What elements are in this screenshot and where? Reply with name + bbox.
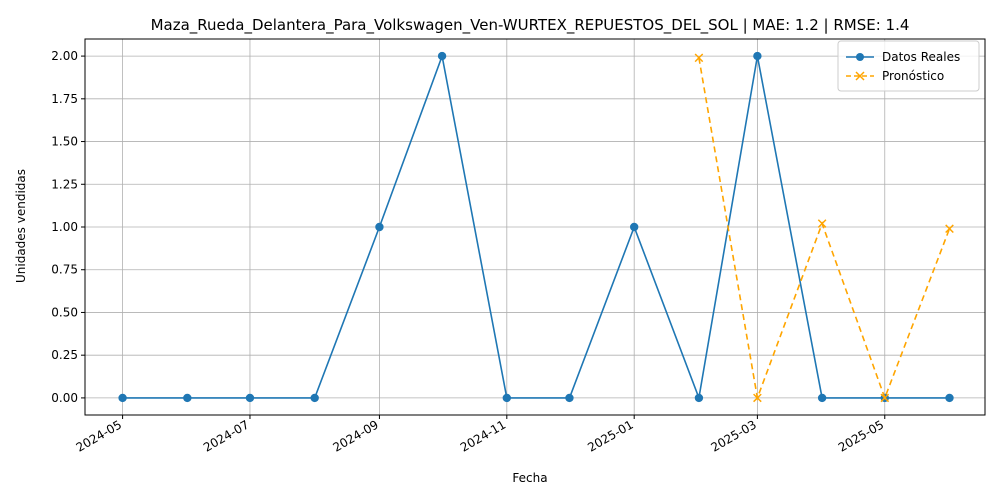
y-tick-label: 1.50 <box>51 135 78 149</box>
y-tick-label: 1.25 <box>51 177 78 191</box>
x-axis-ticks: 2024-05 2024-07 2024-09 2024-11 2025-01 2025-… <box>74 415 886 455</box>
x-tick-label: 2025-01 <box>585 417 635 454</box>
x-tick-label: 2024-11 <box>458 417 508 454</box>
data-point <box>817 219 827 228</box>
data-point <box>817 393 827 403</box>
chart-title: Maza_Rueda_Delantera_Para_Volkswagen_Ven… <box>151 16 910 35</box>
series-0 <box>118 51 954 403</box>
data-point <box>753 51 762 61</box>
legend: Datos Reales Pronóstico <box>837 40 980 92</box>
data-point <box>118 393 127 403</box>
legend-marker-datos-reales <box>856 53 864 61</box>
series-1 <box>694 53 954 403</box>
y-tick-label: 0.50 <box>51 305 78 319</box>
data-point <box>565 393 574 403</box>
legend-label-pronostico: Pronóstico <box>882 69 944 83</box>
x-tick-label: 2025-05 <box>836 417 886 454</box>
data-point <box>945 224 954 234</box>
x-tick-label: 2024-09 <box>331 417 381 454</box>
legend-box <box>837 40 980 92</box>
data-point <box>375 222 384 232</box>
legend-marker-pronostico <box>855 71 865 81</box>
data-point <box>694 393 704 403</box>
y-tick-label: 0.00 <box>51 391 78 405</box>
y-tick-label: 0.75 <box>51 263 78 277</box>
y-tick-label: 1.75 <box>51 92 78 106</box>
x-tick-label: 2025-03 <box>708 417 758 454</box>
y-axis-ticks: 0.00 0.25 0.50 0.75 1.00 1.25 1.50 1.75 2.00 <box>51 49 85 405</box>
series-line <box>122 53 950 401</box>
data-point <box>694 53 704 63</box>
data-point <box>629 222 639 232</box>
data-point <box>945 393 954 403</box>
y-tick-label: 0.25 <box>51 348 78 362</box>
x-axis-title: Fecha <box>512 471 547 485</box>
x-tick-label: 2024-07 <box>201 417 251 454</box>
legend-label-datos-reales: Datos Reales <box>882 50 960 64</box>
data-point <box>880 393 890 403</box>
y-tick-label: 2.00 <box>51 49 78 63</box>
grid <box>85 39 985 415</box>
data-point <box>437 51 447 61</box>
data-point <box>310 393 319 403</box>
data-point <box>753 393 762 403</box>
y-axis-title: Unidades vendidas <box>14 169 28 283</box>
data-point <box>183 393 192 403</box>
y-tick-label: 1.00 <box>51 220 78 234</box>
x-tick-label: 2024-05 <box>74 417 124 454</box>
data-point <box>245 393 255 403</box>
series-layer <box>118 51 954 403</box>
data-point <box>502 393 512 403</box>
series-line <box>698 57 951 401</box>
